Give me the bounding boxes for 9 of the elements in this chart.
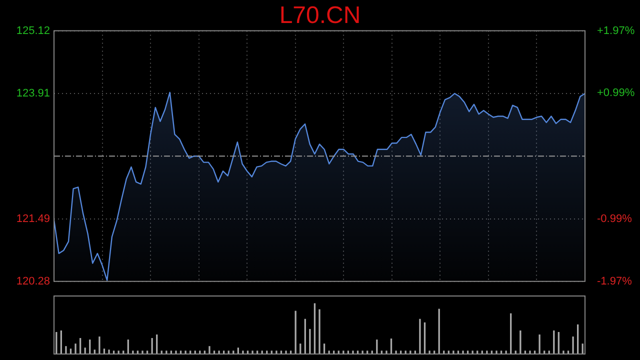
y-tick-label: 125.12 — [16, 24, 50, 37]
y2-tick-label: -0.99% — [597, 213, 632, 226]
chart-title: L70.CN — [279, 2, 361, 30]
y-tick-label: 123.91 — [16, 87, 50, 100]
y2-tick-label: +1.97% — [597, 24, 635, 37]
y-tick-label: 120.28 — [16, 275, 50, 288]
y2-tick-label: +0.99% — [597, 87, 635, 100]
y2-tick-label: -1.97% — [597, 275, 632, 288]
y-tick-label: 121.49 — [16, 212, 50, 225]
